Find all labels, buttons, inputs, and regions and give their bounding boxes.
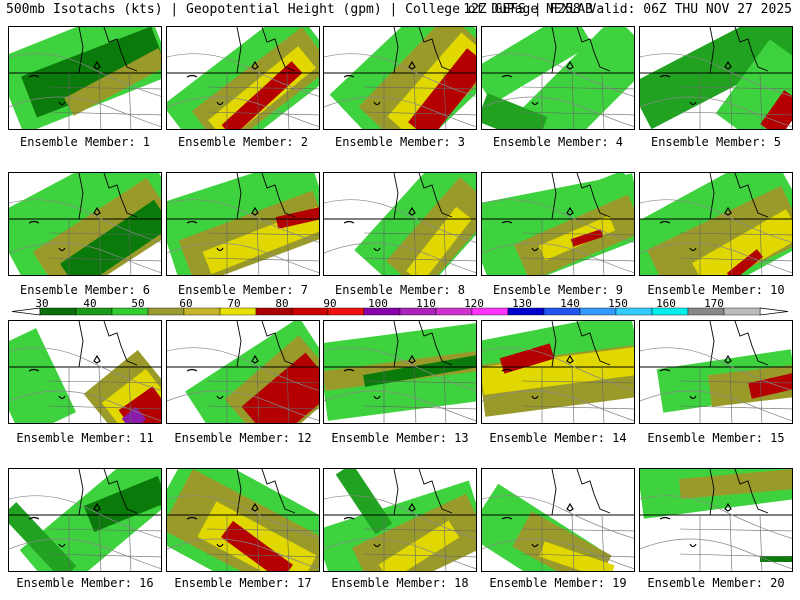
colorbar-swatch (723, 307, 761, 316)
ensemble-member-label: Ensemble Member: 1 (19, 135, 151, 149)
ensemble-member-label: Ensemble Member: 13 (331, 431, 469, 445)
ensemble-member-label: Ensemble Member: 9 (492, 283, 624, 297)
ensemble-member-map (166, 320, 320, 424)
ensemble-member-map (639, 468, 793, 572)
ensemble-member-map (481, 172, 635, 276)
isotach-shading (640, 173, 792, 275)
isotach-shading (482, 321, 634, 423)
colorbar-tick-label: 40 (83, 297, 97, 310)
colorbar-right-arrow (759, 307, 789, 316)
ensemble-member-map (323, 26, 477, 130)
colorbar-tick-label: 80 (275, 297, 289, 310)
ensemble-member-label: Ensemble Member: 4 (492, 135, 624, 149)
colorbar-tick-label: 110 (416, 297, 436, 310)
isotach-shading (167, 469, 319, 571)
colorbar-tick-label: 70 (227, 297, 241, 310)
isotach-colorbar (11, 307, 789, 316)
ensemble-member-label: Ensemble Member: 6 (19, 283, 151, 297)
colorbar-tick-label: 100 (368, 297, 388, 310)
isotach-shading (482, 27, 634, 129)
isotach-shading (482, 173, 634, 275)
colorbar-tick-label: 120 (464, 297, 484, 310)
ensemble-member-map (323, 172, 477, 276)
colorbar-tick-label: 130 (512, 297, 532, 310)
ensemble-member-label: Ensemble Member: 10 (647, 283, 785, 297)
isotach-shading (324, 321, 476, 423)
isotach-shading (167, 173, 319, 275)
colorbar-tick-label: 150 (608, 297, 628, 310)
ensemble-member-map (639, 26, 793, 130)
ensemble-member-label: Ensemble Member: 16 (16, 576, 154, 590)
colorbar-tick-label: 160 (656, 297, 676, 310)
ensemble-member-map (8, 320, 162, 424)
ensemble-member-label: Ensemble Member: 18 (331, 576, 469, 590)
ensemble-member-label: Ensemble Member: 17 (174, 576, 312, 590)
ensemble-member-map (323, 320, 477, 424)
ensemble-member-map (323, 468, 477, 572)
ensemble-member-map (166, 26, 320, 130)
isotach-shading (9, 321, 161, 423)
ensemble-member-label: Ensemble Member: 12 (174, 431, 312, 445)
isotach-shading (9, 173, 161, 275)
isotach-shading (9, 469, 161, 571)
ensemble-member-label: Ensemble Member: 19 (489, 576, 627, 590)
ensemble-member-label: Ensemble Member: 5 (650, 135, 782, 149)
isotach-shading (482, 469, 634, 571)
ensemble-member-map (8, 172, 162, 276)
map-title: 500mb Isotachs (kts) | Geopotential Heig… (6, 2, 593, 17)
colorbar-tick-label: 90 (323, 297, 337, 310)
isotach-shading (167, 321, 319, 423)
colorbar-tick-label: 60 (179, 297, 193, 310)
ensemble-member-map (481, 468, 635, 572)
ensemble-member-map (639, 320, 793, 424)
ensemble-member-map (8, 26, 162, 130)
isotach-shading (324, 27, 476, 129)
model-run-info: 12Z GEFS | F258 Valid: 06Z THU NOV 27 20… (463, 2, 792, 17)
isotach-shading (324, 173, 476, 275)
isotach-shading (324, 469, 476, 571)
isotach-shading (167, 27, 319, 129)
ensemble-member-map (166, 172, 320, 276)
colorbar-tick-label: 170 (704, 297, 724, 310)
ensemble-member-label: Ensemble Member: 15 (647, 431, 785, 445)
isotach-shading (640, 469, 792, 571)
ensemble-member-label: Ensemble Member: 8 (334, 283, 466, 297)
colorbar-tick-label: 50 (131, 297, 145, 310)
ensemble-member-map (481, 26, 635, 130)
isotach-shading (640, 27, 792, 129)
ensemble-member-label: Ensemble Member: 20 (647, 576, 785, 590)
isotach-shading (640, 321, 792, 423)
ensemble-member-label: Ensemble Member: 14 (489, 431, 627, 445)
ensemble-member-map (166, 468, 320, 572)
isotach-shading (9, 27, 161, 129)
ensemble-member-label: Ensemble Member: 11 (16, 431, 154, 445)
colorbar-tick-label: 140 (560, 297, 580, 310)
ensemble-member-label: Ensemble Member: 2 (177, 135, 309, 149)
ensemble-member-label: Ensemble Member: 7 (177, 283, 309, 297)
ensemble-member-map (639, 172, 793, 276)
colorbar-tick-label: 30 (35, 297, 49, 310)
ensemble-member-map (8, 468, 162, 572)
ensemble-member-label: Ensemble Member: 3 (334, 135, 466, 149)
ensemble-member-map (481, 320, 635, 424)
